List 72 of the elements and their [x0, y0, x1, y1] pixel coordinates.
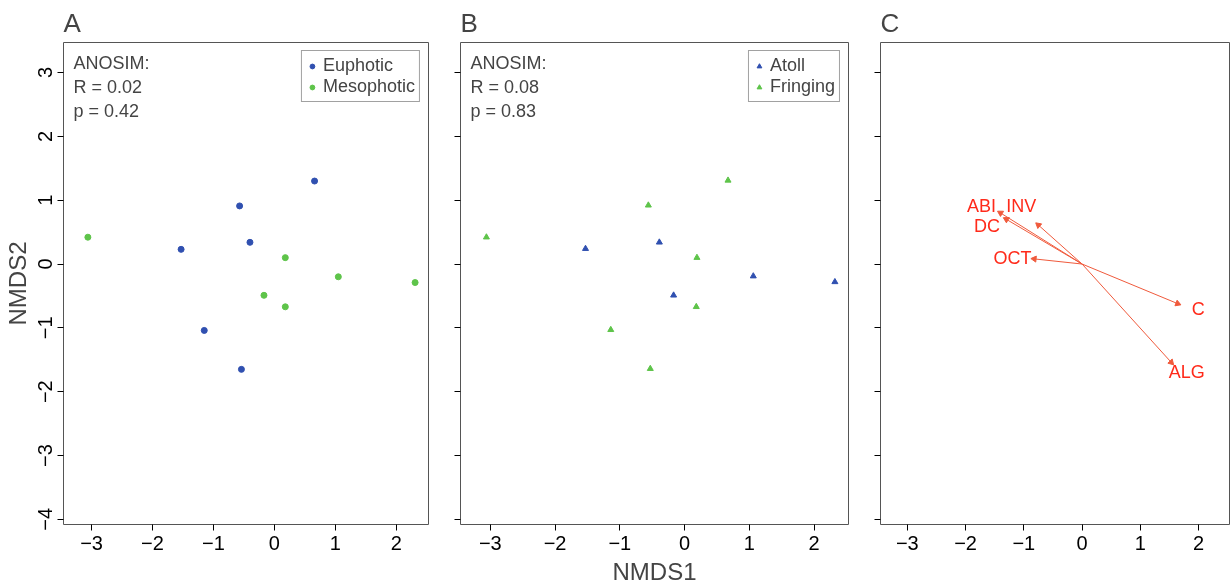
x-tick-label: 0 — [1076, 531, 1088, 554]
annotation: ABI — [966, 196, 996, 217]
chart-title: B — [460, 7, 478, 38]
y-tick-label: −4 — [34, 507, 57, 531]
x-tick-label: −3 — [80, 531, 103, 554]
point — [607, 325, 615, 333]
point — [997, 210, 1005, 217]
point — [482, 233, 490, 240]
y-tick-label: −2 — [34, 380, 57, 404]
point — [1035, 222, 1043, 229]
annotation: INV — [1006, 196, 1037, 217]
point — [84, 233, 92, 241]
point — [334, 273, 342, 281]
y-tick-label: −3 — [34, 444, 57, 467]
point — [831, 277, 839, 285]
point — [692, 302, 700, 310]
x-tick-label: −3 — [895, 531, 919, 554]
x-tick-label: −1 — [202, 531, 225, 554]
x-tick-label: −2 — [141, 531, 164, 554]
y-tick-label: 3 — [34, 66, 57, 79]
chart-title: A — [63, 7, 82, 38]
annotation: ANOSIM: R = 0.02 p = 0.42 — [73, 52, 150, 121]
point — [670, 291, 678, 298]
legend-label: Mesophotic — [322, 76, 415, 97]
legend-label: Euphotic — [322, 55, 393, 76]
point — [246, 238, 254, 246]
point — [655, 238, 663, 245]
annotation: C — [1191, 298, 1205, 319]
point — [582, 244, 590, 251]
point — [236, 202, 244, 210]
y-tick-label: 2 — [34, 130, 57, 142]
annotation: ANOSIM: R = 0.08 p = 0.83 — [470, 52, 547, 121]
x-tick-label: −3 — [478, 531, 502, 554]
legend-label: Atoll — [769, 55, 805, 76]
x-tick-label: −1 — [1012, 531, 1036, 554]
x-tick-label: 1 — [1134, 531, 1146, 554]
point — [644, 201, 652, 208]
x-tick-label: −1 — [608, 531, 632, 554]
point — [237, 365, 245, 373]
chart-title: C — [880, 7, 900, 38]
x-tick-label: 2 — [390, 531, 402, 554]
x-tick-label: 0 — [268, 531, 280, 554]
annotation: DC — [973, 216, 1000, 237]
point — [1002, 217, 1010, 224]
point — [1167, 358, 1175, 366]
x-tick-label: 2 — [808, 531, 820, 554]
x-tick-label: 0 — [679, 531, 691, 554]
y-tick-label: −1 — [34, 316, 57, 340]
x-axis-title: NMDS1 — [612, 557, 697, 585]
x-tick-label: 1 — [329, 531, 341, 554]
point — [177, 245, 185, 253]
legend-label: Fringing — [769, 76, 835, 97]
point — [411, 279, 419, 287]
x-tick-label: 1 — [743, 531, 755, 554]
point — [1174, 299, 1182, 307]
x-tick-label: 2 — [1193, 531, 1205, 554]
annotation: ALG — [1168, 362, 1205, 383]
point — [724, 176, 732, 183]
point — [693, 253, 701, 260]
point — [646, 364, 654, 371]
x-tick-label: −2 — [954, 531, 977, 554]
point — [311, 177, 319, 185]
point — [749, 272, 757, 279]
y-tick-label: 1 — [34, 194, 57, 206]
point — [281, 254, 289, 262]
point — [281, 303, 289, 311]
point — [200, 326, 208, 334]
annotation: OCT — [993, 247, 1032, 268]
y-tick-label: 0 — [34, 258, 57, 270]
point — [260, 291, 268, 299]
y-axis-title: NMDS2 — [3, 241, 31, 326]
x-tick-label: −2 — [543, 531, 567, 554]
